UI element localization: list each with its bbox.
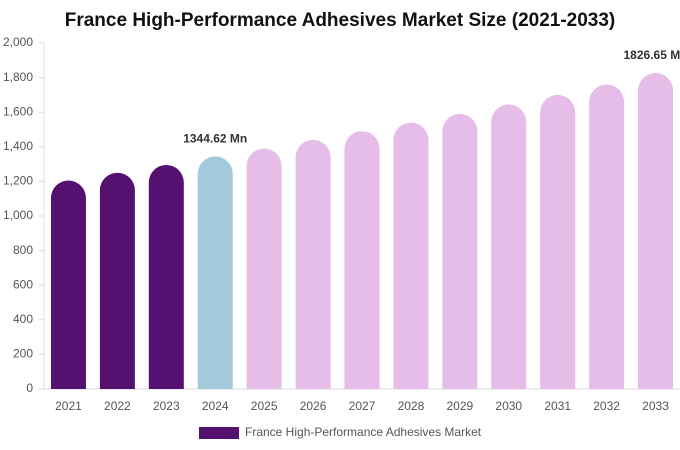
x-tick-label: 2032 xyxy=(593,399,620,413)
y-tick-label: 1,000 xyxy=(3,208,33,222)
y-tick-label: 1,200 xyxy=(3,174,33,188)
x-tick-label: 2028 xyxy=(398,399,425,413)
x-tick-label: 2025 xyxy=(251,399,278,413)
y-tick-label: 400 xyxy=(13,312,33,326)
bar xyxy=(246,148,282,389)
bar xyxy=(50,180,86,389)
y-tick-label: 600 xyxy=(13,277,33,291)
bar xyxy=(540,94,576,390)
y-tick-label: 800 xyxy=(13,243,33,257)
x-tick-label: 2033 xyxy=(642,399,669,413)
bar xyxy=(148,164,184,389)
y-tick-label: 200 xyxy=(13,347,33,361)
bar xyxy=(197,156,233,389)
value-label: 1344.62 Mn xyxy=(183,132,247,146)
bar xyxy=(491,104,527,389)
bar xyxy=(344,131,380,390)
x-tick-label: 2027 xyxy=(349,399,376,413)
chart-title: France High-Performance Adhesives Market… xyxy=(65,10,616,31)
x-tick-label: 2026 xyxy=(300,399,327,413)
x-tick-label: 2030 xyxy=(495,399,522,413)
x-tick-label: 2023 xyxy=(153,399,180,413)
y-tick-label: 2,000 xyxy=(3,35,33,49)
x-tick-label: 2021 xyxy=(55,399,82,413)
x-tick-label: 2024 xyxy=(202,399,229,413)
x-tick-label: 2031 xyxy=(544,399,571,413)
y-tick-label: 0 xyxy=(26,381,33,395)
bar xyxy=(99,172,135,389)
legend-swatch xyxy=(199,427,239,439)
x-tick-label: 2022 xyxy=(104,399,131,413)
y-tick-label: 1,800 xyxy=(3,70,33,84)
bar xyxy=(393,122,429,389)
x-tick-label: 2029 xyxy=(446,399,473,413)
y-tick-label: 1,600 xyxy=(3,104,33,118)
value-label: 1826.65 Mn xyxy=(624,48,680,62)
bar xyxy=(638,72,674,389)
bar xyxy=(589,84,625,390)
bar xyxy=(295,139,331,389)
bar xyxy=(442,113,478,389)
legend-label: France High-Performance Adhesives Market xyxy=(245,425,482,439)
y-tick-label: 1,400 xyxy=(3,139,33,153)
